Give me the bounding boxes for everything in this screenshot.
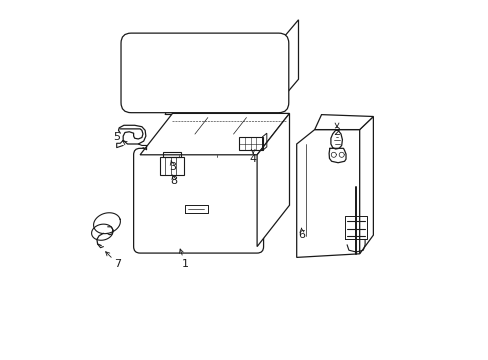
Text: 5: 5 <box>113 132 121 142</box>
Polygon shape <box>314 114 373 130</box>
FancyBboxPatch shape <box>121 33 288 113</box>
Polygon shape <box>257 113 289 247</box>
Text: 1: 1 <box>181 259 188 269</box>
Polygon shape <box>140 113 289 155</box>
Text: 7: 7 <box>114 259 121 269</box>
FancyBboxPatch shape <box>133 148 263 253</box>
Polygon shape <box>278 20 298 103</box>
Text: 2: 2 <box>333 127 340 138</box>
Polygon shape <box>359 117 373 254</box>
Polygon shape <box>296 130 359 257</box>
Text: 3: 3 <box>169 162 176 172</box>
Text: 6: 6 <box>298 230 305 240</box>
Text: 4: 4 <box>249 154 256 165</box>
Text: 8: 8 <box>170 176 178 186</box>
